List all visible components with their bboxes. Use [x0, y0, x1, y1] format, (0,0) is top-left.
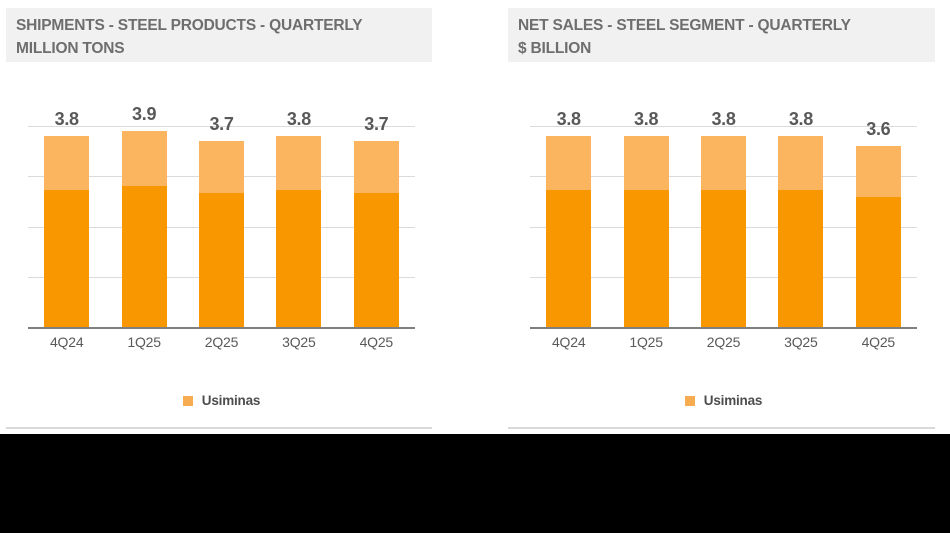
x-axis-line	[28, 327, 415, 329]
stacked-bar	[701, 136, 746, 327]
legend-label: Usiminas	[703, 393, 763, 408]
stacked-bar	[199, 141, 244, 327]
gridline	[28, 126, 415, 128]
category-label: 1Q25	[127, 334, 161, 350]
category-label: 2Q25	[706, 334, 741, 350]
bar-value-label: 3.9	[132, 104, 157, 125]
gridline	[530, 126, 917, 128]
shipments-title-box: SHIPMENTS - STEEL PRODUCTS - QUARTERLY M…	[6, 8, 432, 62]
legend-label: Usiminas	[201, 393, 261, 408]
shipments-chart-panel: SHIPMENTS - STEEL PRODUCTS - QUARTERLY M…	[6, 8, 432, 429]
category-label: 1Q25	[629, 334, 663, 350]
panel-underline	[508, 427, 935, 429]
bar-segment-bottom	[199, 193, 244, 327]
chart-subtitle: MILLION TONS	[16, 40, 125, 57]
bar-segment-bottom	[546, 189, 592, 327]
bar-segment-top	[701, 136, 746, 190]
net-sales-plot-area: 3.8 4Q24 3.8 1Q25 3.8 2Q25 3.8 3Q25 3.6 4Q25	[530, 109, 917, 350]
category-label: 3Q25	[784, 334, 818, 350]
x-axis-line	[530, 327, 917, 329]
stacked-bar	[778, 136, 824, 327]
net-sales-legend: Usiminas	[530, 393, 917, 408]
chart-subtitle: $ BILLION	[518, 40, 592, 57]
bar-value-label: 3.7	[209, 114, 234, 135]
bar-segment-bottom	[44, 189, 90, 327]
stacked-bar	[44, 136, 90, 327]
shipments-legend: Usiminas	[28, 393, 415, 408]
bar-segment-bottom	[276, 189, 322, 327]
bar-value-label: 3.8	[54, 109, 79, 130]
bar-segment-top	[623, 136, 669, 190]
bar-value-label: 3.7	[364, 114, 389, 135]
bar-segment-top	[276, 136, 322, 190]
stacked-bar	[623, 136, 669, 327]
legend-swatch	[684, 395, 695, 406]
bar-value-label: 3.8	[556, 109, 581, 130]
bar-segment-top	[44, 136, 90, 190]
bottom-black-band	[0, 434, 950, 533]
net-sales-title-box: NET SALES - STEEL SEGMENT - QUARTERLY $ …	[508, 8, 935, 62]
bar-segment-top	[353, 141, 399, 194]
category-label: 3Q25	[282, 334, 316, 350]
bar-segment-bottom	[121, 185, 167, 327]
net-sales-chart-panel: NET SALES - STEEL SEGMENT - QUARTERLY $ …	[508, 8, 935, 429]
bar-segment-bottom	[353, 193, 399, 327]
shipments-plot-area: 3.8 4Q24 3.9 1Q25 3.7 2Q25 3.8 3Q25 3.7 4Q25	[28, 104, 415, 350]
bar-segment-bottom	[623, 189, 669, 327]
category-label: 4Q25	[359, 334, 394, 350]
stacked-bar	[546, 136, 592, 327]
bar-value-label: 3.8	[788, 109, 813, 130]
bar-value-label: 3.8	[711, 109, 736, 130]
bar-segment-top	[121, 131, 167, 186]
category-label: 4Q24	[551, 334, 586, 350]
category-label: 2Q25	[204, 334, 239, 350]
bar-segment-bottom	[778, 189, 824, 327]
bar-segment-top	[855, 146, 901, 197]
chart-title: SHIPMENTS - STEEL PRODUCTS - QUARTERLY	[16, 17, 363, 34]
chart-title: NET SALES - STEEL SEGMENT - QUARTERLY	[518, 17, 851, 34]
panel-underline	[6, 427, 432, 429]
category-label: 4Q24	[49, 334, 84, 350]
stacked-bar	[855, 146, 901, 327]
stacked-bar	[276, 136, 322, 327]
bar-segment-top	[199, 141, 244, 194]
bar-value-label: 3.8	[286, 109, 311, 130]
stacked-bar	[121, 131, 167, 327]
stacked-bar	[353, 141, 399, 327]
bar-segment-top	[546, 136, 592, 190]
category-label: 4Q25	[861, 334, 896, 350]
bar-value-label: 3.8	[634, 109, 659, 130]
bar-segment-top	[778, 136, 824, 190]
legend-swatch	[182, 395, 193, 406]
bar-value-label: 3.6	[866, 119, 891, 140]
bar-segment-bottom	[855, 196, 901, 327]
bar-segment-bottom	[701, 189, 746, 327]
